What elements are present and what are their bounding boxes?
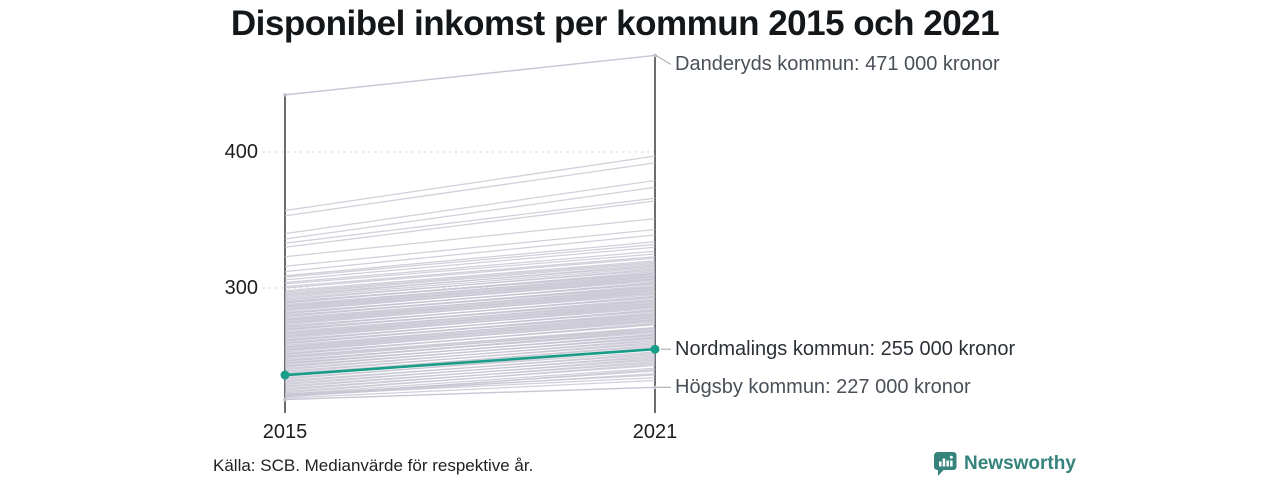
slope-line — [284, 373, 656, 398]
slope-line — [284, 327, 656, 358]
slope-line — [284, 256, 656, 288]
annotated-slope-line — [284, 386, 656, 401]
slope-line — [284, 290, 656, 323]
slope-line — [284, 336, 656, 368]
slope-line — [284, 266, 656, 299]
slope-line — [284, 317, 656, 350]
slope-line — [284, 197, 656, 244]
slope-line — [284, 379, 656, 399]
slope-line — [284, 305, 656, 337]
slope-line — [284, 330, 656, 363]
slope-line — [284, 264, 656, 297]
annotated-slope-line — [284, 54, 656, 96]
slope-line — [284, 260, 656, 292]
slope-line — [284, 262, 656, 295]
x-tick-2015: 2015 — [262, 421, 308, 443]
slope-line — [284, 358, 656, 388]
slope-line — [284, 279, 656, 312]
slope-line — [284, 241, 656, 277]
highlight-point-2021 — [650, 344, 660, 354]
slope-line — [284, 155, 656, 212]
slope-line — [284, 179, 656, 235]
slope-line — [284, 355, 656, 386]
slope-line — [284, 316, 656, 348]
slope-line — [284, 292, 656, 324]
slope-line — [284, 320, 656, 353]
slope-line — [284, 276, 656, 310]
slope-line — [284, 296, 656, 328]
line-endpoint — [283, 93, 287, 97]
slope-line — [284, 300, 656, 331]
slope-line — [284, 314, 656, 348]
newsworthy-logo-icon — [934, 452, 957, 476]
line-endpoint — [653, 385, 657, 390]
slope-line — [284, 309, 656, 341]
slope-line — [284, 200, 656, 248]
newsworthy-logo[interactable]: Newsworthy — [933, 451, 1076, 477]
slope-line — [284, 286, 656, 317]
slope-line — [284, 289, 656, 321]
slope-line — [284, 360, 656, 391]
slope-line — [284, 306, 656, 339]
slope-line — [284, 339, 656, 371]
slope-line — [284, 243, 656, 278]
slope-line — [284, 273, 656, 307]
slope-line — [284, 246, 656, 281]
source-note: Källa: SCB. Medianvärde för respektive å… — [213, 456, 534, 475]
slope-line — [284, 341, 656, 373]
slope-line — [284, 282, 656, 314]
slope-line — [284, 234, 656, 273]
slope-line — [284, 261, 656, 293]
slope-line — [284, 228, 656, 267]
slope-line — [284, 257, 656, 289]
slope-line — [284, 186, 656, 240]
slope-line — [284, 351, 656, 379]
series-layer — [280, 53, 672, 402]
x-tick-2021: 2021 — [632, 421, 678, 443]
slope-line — [284, 313, 656, 344]
highlight-slope-line — [284, 347, 656, 377]
slope-line — [284, 268, 656, 301]
slope-line — [284, 374, 656, 395]
line-endpoint — [283, 397, 287, 402]
slope-line — [284, 253, 656, 285]
slope-line — [284, 303, 656, 337]
slope-line — [284, 250, 656, 284]
slope-line — [284, 326, 656, 357]
slope-line — [284, 303, 656, 335]
chart-title: Disponibel inkomst per kommun 2015 och 2… — [230, 4, 1000, 43]
slope-line — [284, 287, 656, 320]
slope-line — [284, 319, 656, 351]
annotation-hogsby: Högsby kommun: 227 000 kronor — [675, 376, 971, 399]
slope-line — [284, 363, 656, 394]
slope-line — [284, 300, 656, 334]
slope-line — [284, 323, 656, 355]
slope-line — [284, 352, 656, 383]
y-tick-300: 300 — [224, 277, 258, 299]
slope-line — [284, 162, 656, 217]
slope-line — [284, 275, 656, 307]
highlight-point-2015 — [280, 370, 290, 380]
y-tick-400: 400 — [224, 141, 258, 163]
slope-line — [284, 278, 656, 310]
annotation-nordmaling: Nordmalings kommun: 255 000 kronor — [675, 338, 1016, 361]
line-endpoint — [653, 53, 657, 58]
slope-line — [284, 367, 656, 395]
slope-line — [284, 273, 656, 303]
slope-line — [284, 292, 656, 326]
slope-line — [284, 328, 656, 360]
annotation-leader — [655, 54, 672, 65]
newsworthy-logo-text: Newsworthy — [964, 453, 1076, 474]
annotation-danderyd: Danderyds kommun: 471 000 kronor — [675, 53, 1000, 76]
slope-line — [284, 333, 656, 365]
slope-line — [284, 218, 656, 258]
